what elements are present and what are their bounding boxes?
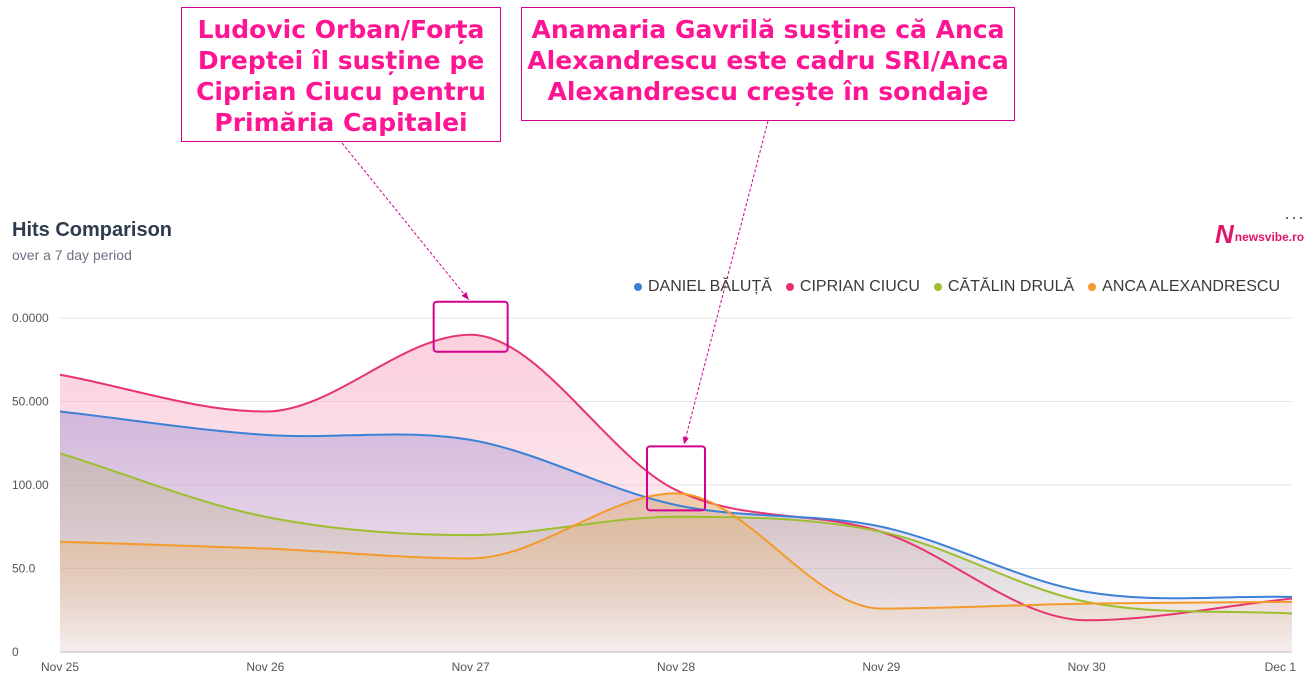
legend-label-anca: ANCA ALEXANDRESCU <box>1102 278 1280 295</box>
x-tick-label: Nov 28 <box>657 660 695 674</box>
line-drula <box>59 452 1293 615</box>
legend-label-drula: CĂTĂLIN DRULĂ <box>947 278 1075 295</box>
line-ciucu <box>59 333 1293 622</box>
callout-box-anca-peak <box>646 445 706 512</box>
x-tick-label: Nov 26 <box>246 660 284 674</box>
y-axis-ticks: 0 50.0 100.00 50.000 0.0000 <box>12 311 49 659</box>
y-tick-label: 0.0000 <box>12 311 49 325</box>
x-tick-label: Nov 25 <box>41 660 79 674</box>
x-tick-label: Dec 1 <box>1265 660 1297 674</box>
chart-title: Hits Comparison <box>12 219 173 241</box>
line-baluta <box>59 410 1293 600</box>
arrow-to-anca-peak <box>682 120 769 445</box>
brand-text: newsvibe.ro <box>1234 230 1305 244</box>
newsvibe-n-icon: N <box>1215 219 1234 249</box>
legend-label-baluta: DANIEL BĂLUȚĂ <box>648 278 772 295</box>
x-tick-label: Nov 30 <box>1068 660 1106 674</box>
area-anca <box>60 493 1292 652</box>
y-tick-label: 50.000 <box>12 395 49 409</box>
y-tick-label: 0 <box>12 645 19 659</box>
annotation-gavrila-alexandrescu: Anamaria Gavrilă susține că Anca Alexand… <box>521 7 1015 121</box>
chart-subtitle: over a 7 day period <box>12 247 132 263</box>
y-tick-label: 50.0 <box>12 562 36 576</box>
arrow-to-ciucu-peak <box>341 142 470 301</box>
y-tick-label: 100.00 <box>12 478 49 492</box>
newsvibe-logo: N newsvibe.ro <box>1215 219 1305 249</box>
legend-item-drula[interactable]: CĂTĂLIN DRULĂ <box>933 278 1075 296</box>
legend-label-ciucu: CIPRIAN CIUCU <box>799 278 920 295</box>
series-lines <box>59 333 1293 622</box>
x-tick-label: Nov 29 <box>862 660 900 674</box>
x-axis-ticks: Nov 25 Nov 26 Nov 27 Nov 28 Nov 29 Nov 30 Dec … <box>41 660 1296 674</box>
callout-markers <box>341 120 769 512</box>
legend-dot-drula <box>933 283 942 291</box>
legend: DANIEL BĂLUȚĂ CIPRIAN CIUCU CĂTĂLIN DRUL… <box>634 278 1280 296</box>
annotation-orban-ciucu: Ludovic Orban/Forța Dreptei îl susține p… <box>181 7 501 142</box>
legend-item-baluta[interactable]: DANIEL BĂLUȚĂ <box>634 278 772 296</box>
legend-dot-ciucu <box>785 283 794 291</box>
x-tick-label: Nov 27 <box>452 660 490 674</box>
legend-dot-baluta <box>634 283 642 291</box>
more-options-icon[interactable]: ··· <box>1284 207 1305 227</box>
line-anca <box>59 492 1293 610</box>
callout-box-ciucu-peak <box>432 300 509 353</box>
legend-item-anca[interactable]: ANCA ALEXANDRESCU <box>1088 278 1280 296</box>
legend-dot-anca <box>1088 283 1097 291</box>
legend-item-ciucu[interactable]: CIPRIAN CIUCU <box>785 278 920 296</box>
